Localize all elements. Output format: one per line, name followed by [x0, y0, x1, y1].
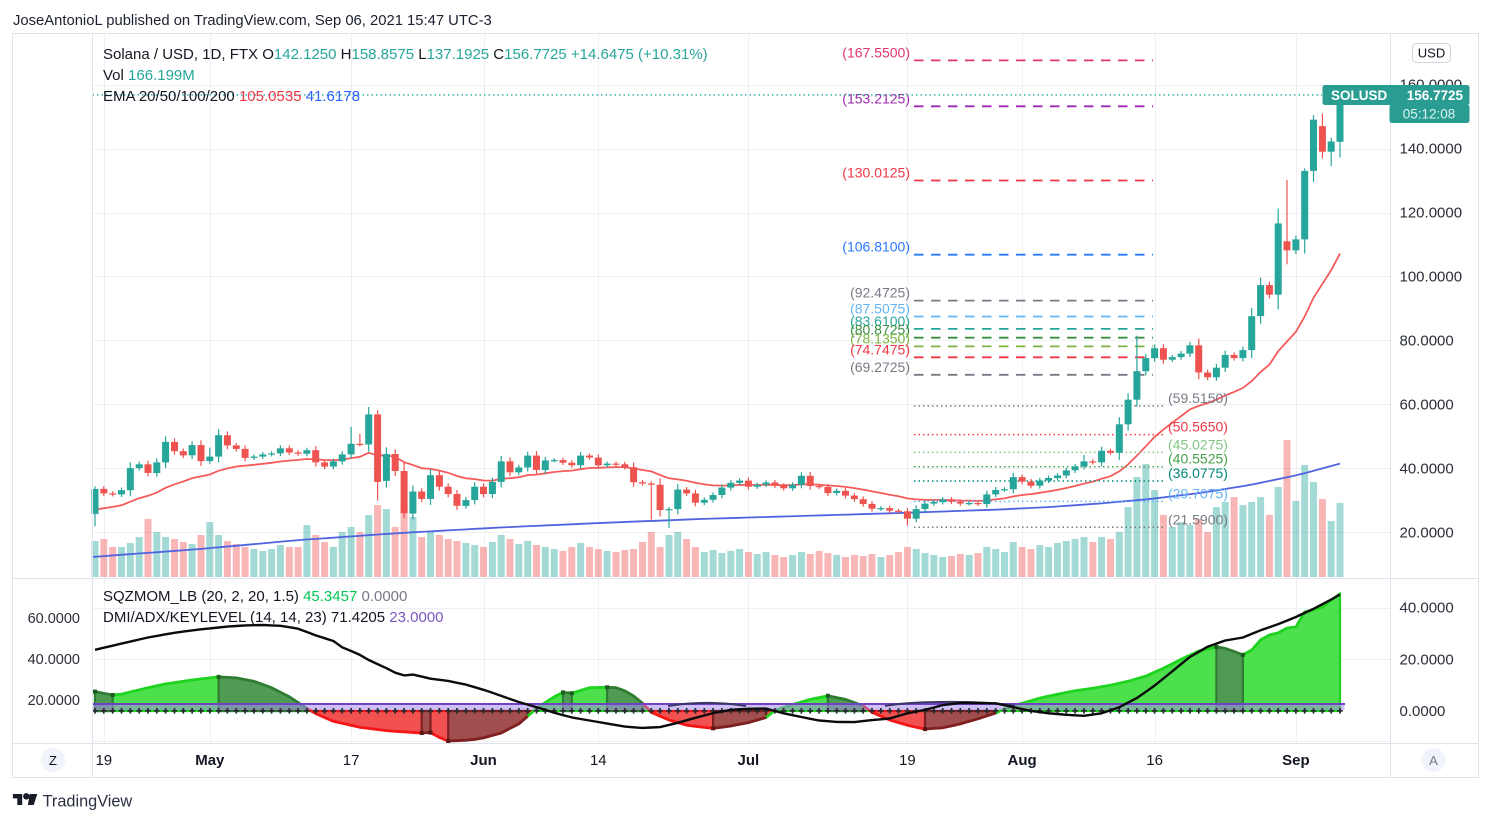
svg-text:16: 16	[1146, 752, 1163, 769]
svg-text:Z: Z	[49, 753, 57, 768]
svg-text:60.0000: 60.0000	[28, 611, 80, 627]
svg-text:EMA 20/50/100/200 105.0535 41.: EMA 20/50/100/200 105.0535 41.6178	[103, 88, 360, 105]
svg-text:20.0000: 20.0000	[1400, 651, 1454, 668]
svg-text:100.0000: 100.0000	[1400, 269, 1463, 286]
svg-text:19: 19	[899, 752, 916, 769]
svg-text:TradingView: TradingView	[43, 793, 133, 811]
svg-text:40.0000: 40.0000	[1400, 460, 1454, 477]
svg-text:156.7725: 156.7725	[1407, 88, 1464, 103]
svg-text:Sep: Sep	[1282, 752, 1310, 769]
svg-text:40.0000: 40.0000	[28, 652, 80, 668]
svg-text:60.0000: 60.0000	[1400, 397, 1454, 414]
svg-text:(106.8100): (106.8100)	[842, 239, 910, 255]
svg-text:05:12:08: 05:12:08	[1403, 107, 1456, 122]
svg-text:14: 14	[590, 752, 607, 769]
svg-text:(36.0775): (36.0775)	[1168, 465, 1228, 481]
svg-text:20.0000: 20.0000	[1400, 524, 1454, 541]
svg-text:(74.7475): (74.7475)	[850, 341, 910, 357]
svg-text:(153.2125): (153.2125)	[842, 90, 910, 106]
svg-text:(87.5075): (87.5075)	[850, 301, 910, 317]
svg-text:0.0000: 0.0000	[1400, 703, 1446, 720]
svg-text:(80.8725): (80.8725)	[850, 322, 910, 338]
svg-text:(59.5150): (59.5150)	[1168, 390, 1228, 406]
svg-text:SOLUSD: SOLUSD	[1331, 88, 1388, 103]
svg-text:17: 17	[343, 752, 360, 769]
svg-text:(78.1350): (78.1350)	[850, 330, 910, 346]
svg-text:(69.2725): (69.2725)	[850, 359, 910, 375]
svg-text:(130.0125): (130.0125)	[842, 165, 910, 181]
svg-text:(167.5500): (167.5500)	[842, 44, 910, 60]
svg-text:(45.0275): (45.0275)	[1168, 436, 1228, 452]
svg-text:A: A	[1429, 753, 1438, 768]
svg-text:80.0000: 80.0000	[1400, 333, 1454, 350]
svg-text:May: May	[195, 752, 225, 769]
svg-text:Vol 166.199M: Vol 166.199M	[103, 67, 195, 84]
svg-text:(29.7075): (29.7075)	[1168, 485, 1228, 501]
svg-text:(50.5650): (50.5650)	[1168, 419, 1228, 435]
svg-text:(40.5525): (40.5525)	[1168, 451, 1228, 467]
svg-text:(92.4725): (92.4725)	[850, 285, 910, 301]
svg-text:120.0000: 120.0000	[1400, 205, 1463, 222]
svg-text:Jun: Jun	[470, 752, 497, 769]
svg-text:USD: USD	[1418, 46, 1445, 61]
svg-text:140.0000: 140.0000	[1400, 141, 1463, 158]
svg-text:Jul: Jul	[738, 752, 760, 769]
svg-text:JoseAntonioL published on Trad: JoseAntonioL published on TradingView.co…	[13, 13, 492, 29]
svg-text:SQZMOM_LB (20, 2, 20, 1.5) 45.: SQZMOM_LB (20, 2, 20, 1.5) 45.3457 0.000…	[103, 588, 407, 605]
svg-text:DMI/ADX/KEYLEVEL (14, 14, 23): DMI/ADX/KEYLEVEL (14, 14, 23) 71.4205 23…	[103, 609, 444, 626]
svg-text:40.0000: 40.0000	[1400, 600, 1454, 617]
svg-text:(21.5900): (21.5900)	[1168, 511, 1228, 527]
svg-text:Solana / USD, 1D, FTX O142.12: Solana / USD, 1D, FTX O142.1250 H158.857…	[103, 46, 708, 63]
svg-text:20.0000: 20.0000	[28, 693, 80, 709]
svg-text:(83.6100): (83.6100)	[850, 313, 910, 329]
svg-text:Aug: Aug	[1008, 752, 1037, 769]
svg-text:19: 19	[95, 752, 112, 769]
